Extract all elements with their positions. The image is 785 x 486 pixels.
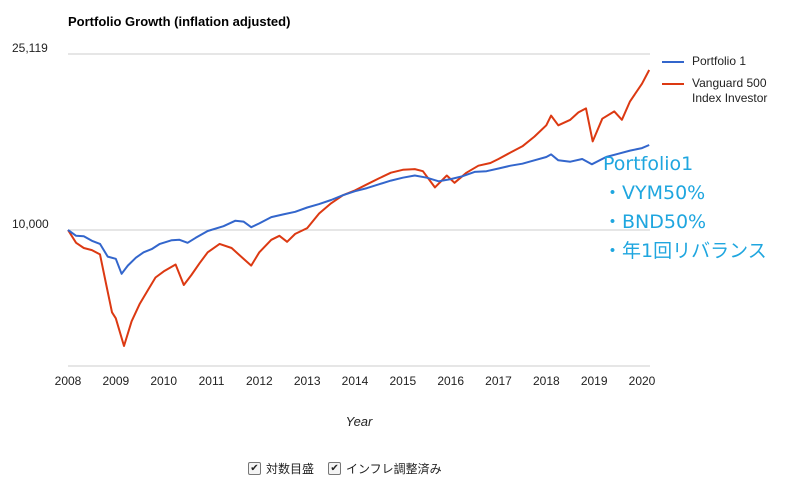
- x-tick-label: 2020: [629, 374, 656, 388]
- inflation-adjusted-option[interactable]: ✔ インフレ調整済み: [328, 460, 442, 477]
- chart-title: Portfolio Growth (inflation adjusted): [68, 14, 291, 29]
- x-axis-label: Year: [346, 414, 373, 429]
- annotation-line: Portfolio1: [603, 153, 694, 175]
- inflation-adjusted-label: インフレ調整済み: [346, 462, 442, 476]
- y-tick-label: 10,000: [12, 217, 49, 231]
- inflation-adjusted-checkbox[interactable]: ✔: [328, 462, 342, 475]
- x-tick-label: 2017: [485, 374, 512, 388]
- x-tick-label: 2009: [102, 374, 129, 388]
- annotation-line: ・VYM50%: [603, 182, 706, 204]
- x-tick-label: 2018: [533, 374, 560, 388]
- x-tick-label: 2010: [150, 374, 177, 388]
- series-line-portfolio-1: [67, 144, 650, 275]
- annotation-line: ・BND50%: [603, 211, 707, 233]
- x-tick-label: 2013: [294, 374, 321, 388]
- legend-swatch-vanguard-500: [662, 83, 684, 85]
- legend-item-vanguard-500: Vanguard 500 Index Investor: [662, 76, 782, 106]
- legend-swatch-portfolio-1: [662, 61, 684, 63]
- chart-options: ✔ 対数目盛 ✔ インフレ調整済み: [248, 460, 456, 477]
- x-tick-label: 2014: [342, 374, 369, 388]
- log-scale-label: 対数目盛: [266, 462, 315, 476]
- x-tick-label: 2015: [389, 374, 416, 388]
- x-tick-label: 2008: [55, 374, 82, 388]
- portfolio-annotation: Portfolio1 ・VYM50% ・BND50% ・年1回リバランス: [603, 150, 767, 266]
- x-tick-label: 2019: [581, 374, 608, 388]
- legend-item-portfolio-1: Portfolio 1: [662, 54, 782, 69]
- series-line-vanguard-500: [67, 69, 651, 347]
- legend-label-portfolio-1: Portfolio 1: [692, 54, 747, 68]
- annotation-line: ・年1回リバランス: [603, 240, 767, 262]
- legend-label-vanguard-500: Vanguard 500 Index Investor: [692, 76, 768, 105]
- y-tick-label: 25,119: [12, 41, 48, 55]
- x-tick-label: 2011: [199, 374, 225, 388]
- log-scale-checkbox[interactable]: ✔: [248, 462, 261, 475]
- x-tick-label: 2016: [437, 374, 464, 388]
- log-scale-option[interactable]: ✔ 対数目盛: [248, 460, 314, 477]
- x-tick-label: 2012: [246, 374, 273, 388]
- chart-legend: Portfolio 1 Vanguard 500 Index Investor: [662, 54, 782, 113]
